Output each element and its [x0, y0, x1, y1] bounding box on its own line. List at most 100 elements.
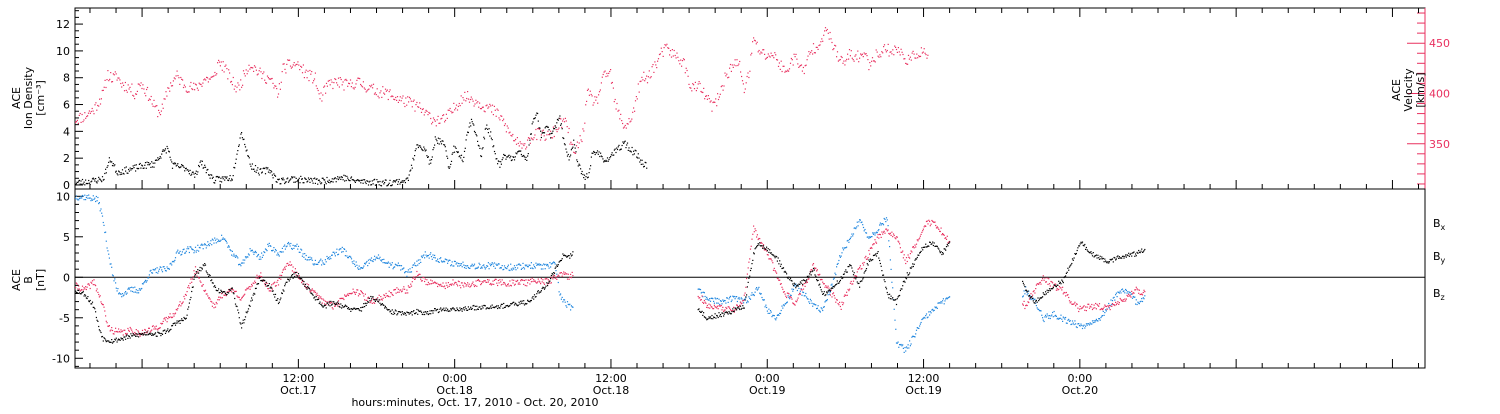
bz-dot — [145, 330, 146, 331]
bx-dot — [798, 286, 799, 287]
density-dot — [583, 177, 584, 178]
bz-dot — [801, 289, 802, 290]
by-dot — [143, 283, 144, 284]
velocity-dot — [343, 89, 344, 90]
bz-dot — [930, 225, 931, 226]
bx-dot — [130, 337, 131, 338]
bz-dot — [813, 263, 814, 264]
velocity-dot — [284, 69, 285, 70]
by-dot — [103, 225, 104, 226]
by-dot — [489, 263, 490, 264]
velocity-dot — [645, 78, 646, 79]
velocity-dot — [663, 56, 664, 57]
bx-dot — [172, 325, 173, 326]
bx-dot — [485, 305, 486, 306]
velocity-dot — [210, 79, 211, 80]
velocity-dot — [734, 64, 735, 65]
bx-dot — [301, 278, 302, 279]
density-dot — [409, 174, 410, 175]
bx-dot — [490, 306, 491, 307]
bz-dot — [1075, 305, 1076, 306]
by-dot — [1073, 323, 1074, 324]
bz-dot — [509, 285, 510, 286]
bz-dot — [551, 282, 552, 283]
density-dot — [469, 122, 470, 123]
bx-dot — [400, 312, 401, 313]
bx-dot — [180, 323, 181, 324]
by-dot — [501, 267, 502, 268]
velocity-dot — [678, 60, 679, 61]
by-dot — [130, 287, 131, 288]
velocity-dot — [540, 139, 541, 140]
velocity-dot — [518, 143, 519, 144]
bx-dot — [309, 288, 310, 289]
bx-dot — [280, 298, 281, 299]
velocity-dot — [189, 86, 190, 87]
by-dot — [906, 346, 907, 347]
velocity-dot — [412, 106, 413, 107]
velocity-dot — [620, 114, 621, 115]
bx-dot — [328, 304, 329, 305]
by-dot — [1114, 300, 1115, 301]
velocity-dot — [127, 92, 128, 93]
bz-dot — [250, 286, 251, 287]
bx-dot — [90, 300, 91, 301]
bz-dot — [775, 271, 776, 272]
bz-dot — [415, 278, 416, 279]
density-dot — [271, 171, 272, 172]
velocity-dot — [116, 73, 117, 74]
velocity-dot — [384, 94, 385, 95]
bz-dot — [1077, 304, 1078, 305]
velocity-dot — [444, 121, 445, 122]
bx-dot — [408, 312, 409, 313]
by-dot — [795, 286, 796, 287]
velocity-dot — [200, 84, 201, 85]
density-dot — [85, 180, 86, 181]
velocity-dot — [184, 85, 185, 86]
bx-dot — [727, 312, 728, 313]
density-dot — [117, 174, 118, 175]
by-dot — [260, 259, 261, 260]
bz-dot — [1056, 290, 1057, 291]
bx-dot — [84, 295, 85, 296]
density-dot — [481, 156, 482, 157]
by-dot — [249, 254, 250, 255]
bz-dot — [1096, 308, 1097, 309]
bz-dot — [931, 224, 932, 225]
velocity-dot — [447, 118, 448, 119]
velocity-dot — [568, 132, 569, 133]
bx-dot — [236, 306, 237, 307]
by-dot — [741, 297, 742, 298]
velocity-dot — [235, 86, 236, 87]
velocity-dot — [495, 110, 496, 111]
bx-dot — [526, 303, 527, 304]
bx-dot — [785, 272, 786, 273]
density-dot — [343, 179, 344, 180]
bx-dot — [194, 275, 195, 276]
bz-dot — [363, 295, 364, 296]
bz-dot — [374, 303, 375, 304]
bx-dot — [749, 276, 750, 277]
velocity-dot — [671, 57, 672, 58]
bz-dot — [256, 277, 257, 278]
density-dot — [264, 168, 265, 169]
density-dot — [622, 141, 623, 142]
density-dot — [316, 178, 317, 179]
velocity-dot — [498, 110, 499, 111]
velocity-dot — [134, 98, 135, 99]
by-dot — [420, 262, 421, 263]
by-dot — [800, 291, 801, 292]
bz-dot — [517, 280, 518, 281]
density-dot — [121, 174, 122, 175]
velocity-dot — [161, 111, 162, 112]
velocity-dot — [268, 77, 269, 78]
bx-dot — [278, 303, 279, 304]
bx-dot — [464, 309, 465, 310]
velocity-dot — [593, 102, 594, 103]
velocity-dot — [381, 97, 382, 98]
density-dot — [172, 168, 173, 169]
velocity-dot — [372, 87, 373, 88]
bx-dot — [718, 317, 719, 318]
by-dot — [1075, 323, 1076, 324]
